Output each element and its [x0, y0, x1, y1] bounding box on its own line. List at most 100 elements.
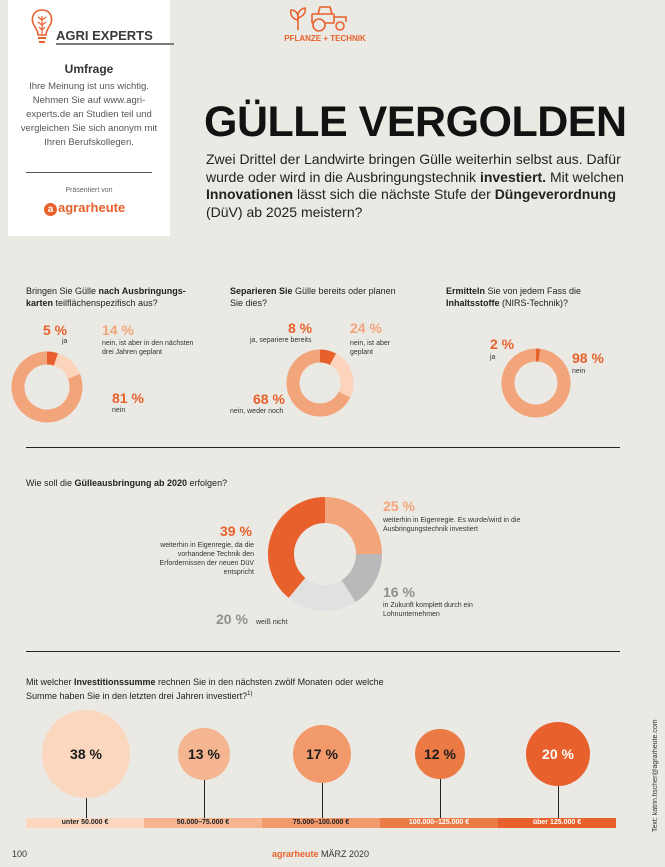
- category-label: PFLANZE + TECHNIK: [284, 34, 366, 43]
- slice-text: nein: [112, 407, 126, 414]
- donut-slice-0: [324, 497, 382, 555]
- donut-chart-1: [11, 351, 83, 423]
- lightbulb-wheat-icon: [31, 9, 53, 43]
- section-divider: [26, 651, 620, 652]
- donut-chart-2: [286, 349, 354, 417]
- section-divider: [26, 447, 620, 448]
- agrarheute-logo: a agrarheute: [44, 200, 125, 216]
- slice-text: ja, separiere bereits: [250, 337, 312, 344]
- slice-text: nein: [572, 368, 586, 375]
- question-4: Wie soll die Gülleausbringung ab 2020 er…: [26, 477, 326, 489]
- donut-slice-3: [268, 497, 326, 598]
- slice-text: nein, ist aber geplant: [350, 340, 391, 356]
- headline: GÜLLE VERGOLDEN: [204, 98, 627, 146]
- question-bold: nach Ausbringungs-karten: [26, 286, 186, 308]
- donut-slice-2: [288, 577, 356, 611]
- intro-part: Mit welchen: [546, 168, 624, 185]
- slice-text: in Zukunft komplett durch ein Lohnuntern…: [383, 602, 473, 618]
- agri-experts-logo: AGRI EXPERTS: [30, 8, 174, 54]
- donut-slice-2: [286, 349, 351, 417]
- question-text: rechnen Sie in den nächsten zwölf Monate…: [26, 677, 384, 701]
- data-label: 68 %: [253, 391, 285, 407]
- bubble-connector: [86, 798, 87, 818]
- question-2: Separieren Sie Gülle bereits oder planen…: [230, 285, 410, 309]
- category-band: 75.000–100.000 €: [262, 818, 380, 828]
- data-label: 8 %: [288, 320, 313, 336]
- donut-slice-2: [11, 351, 83, 423]
- category-band: unter 50.000 €: [26, 818, 144, 828]
- investment-bubble: 17 %: [292, 724, 352, 784]
- investment-bubble: 12 %: [415, 729, 465, 779]
- bubble-connector: [322, 783, 323, 818]
- survey-title: Umfrage: [64, 62, 114, 76]
- investment-bubble: 38 %: [42, 710, 130, 798]
- investment-bubble: 13 %: [178, 728, 230, 780]
- footnote-mark: 1): [247, 691, 253, 697]
- category-band: 50.000–75.000 €: [144, 818, 262, 828]
- author-credit: Text: katrin.fischer@agrarheute.com: [652, 719, 659, 832]
- intro-part: Zwei Drittel der Landwirte bringen Gülle…: [206, 151, 621, 185]
- question-bold: Ermitteln: [446, 286, 486, 296]
- question-text: teilflächenspezifisch aus?: [53, 298, 158, 308]
- data-label: 2 %: [490, 336, 515, 352]
- data-label: 5 %: [43, 322, 68, 338]
- category-band: über 125.000 €: [498, 818, 616, 828]
- category-band: 100.000–125.000 €: [380, 818, 498, 828]
- intro-part: (DüV) ab 2025 meistern?: [206, 203, 363, 220]
- plant-tractor-icon: [289, 6, 347, 32]
- donut-slice-1: [53, 353, 81, 380]
- survey-sidebar: AGRI EXPERTS Umfrage Ihre Meinung ist un…: [8, 0, 174, 236]
- question-text: Wie soll die: [26, 478, 75, 488]
- logo-a-icon: a: [44, 203, 57, 216]
- question-3: Ermitteln Sie von jedem Fass die Inhalts…: [446, 285, 606, 309]
- question-bold: Gülleausbringung ab 2020: [74, 478, 188, 488]
- question-text: Bringen Sie Gülle: [26, 286, 99, 296]
- survey-text: Ihre Meinung ist uns wichtig. Nehmen Sie…: [20, 81, 158, 148]
- bubble-connector: [558, 785, 559, 818]
- question-bold: Investitionssumme: [74, 677, 156, 687]
- brand-underline: [56, 43, 174, 45]
- question-bold: Separieren Sie: [230, 286, 293, 296]
- slice-text: ja: [62, 338, 68, 345]
- question-text: Gülle bereits oder planen Sie dies?: [230, 286, 396, 308]
- intro-bold: Düngeverordnung: [494, 186, 617, 202]
- donut-slice-0: [46, 351, 58, 366]
- donut-slice-1: [501, 348, 571, 418]
- slice-text: nein, weder noch: [230, 408, 284, 415]
- page-number: 100: [12, 849, 28, 859]
- question-bold: Inhaltsstoffe: [446, 298, 500, 308]
- question-text: Sie von jedem Fass die: [485, 286, 582, 296]
- question-text: Mit welcher: [26, 677, 75, 687]
- bubble-connector: [204, 779, 205, 818]
- donut-chart-4: [268, 497, 382, 611]
- data-label: 14 %: [102, 322, 134, 338]
- question-text: (NIRS-Technik)?: [499, 298, 569, 308]
- data-label: 24 %: [350, 320, 382, 336]
- data-label: 25 %: [383, 498, 415, 514]
- slice-text: weiterhin in Eigenregie. Es wurde/wird i…: [383, 517, 521, 533]
- intro-bold: Innovationen: [206, 186, 294, 202]
- slice-text: weiterhin in Eigenregie, da die vorhande…: [159, 542, 254, 576]
- slice-text: ja: [490, 354, 496, 361]
- footer-issue: MÄRZ 2020: [321, 849, 370, 859]
- footer-publication: agrarheute MÄRZ 2020: [272, 849, 369, 859]
- data-label: 98 %: [572, 350, 604, 366]
- question-1: Bringen Sie Gülle nach Ausbringungs-kart…: [26, 285, 196, 309]
- bubble-connector: [440, 778, 441, 818]
- footer-magazine: agrarheute: [272, 849, 319, 859]
- intro-part: lässt sich die nächste Stufe der: [293, 186, 495, 202]
- slice-text: weiß nicht: [256, 619, 288, 626]
- intro-bold: investiert.: [479, 168, 547, 185]
- investment-bubble: 20 %: [526, 722, 590, 786]
- data-label: 39 %: [220, 523, 252, 539]
- data-label: 16 %: [383, 584, 415, 600]
- data-label: 81 %: [112, 390, 144, 406]
- question-text: erfolgen?: [187, 478, 228, 488]
- sidebar-divider: [26, 172, 152, 173]
- donut-slice-1: [329, 353, 354, 398]
- intro-text: Zwei Drittel der Landwirte bringen Gülle…: [206, 151, 626, 221]
- data-label: 20 %: [216, 611, 248, 627]
- donut-slice-1: [341, 553, 382, 603]
- donut-slice-0: [319, 349, 337, 366]
- brand-name: AGRI EXPERTS: [56, 28, 153, 43]
